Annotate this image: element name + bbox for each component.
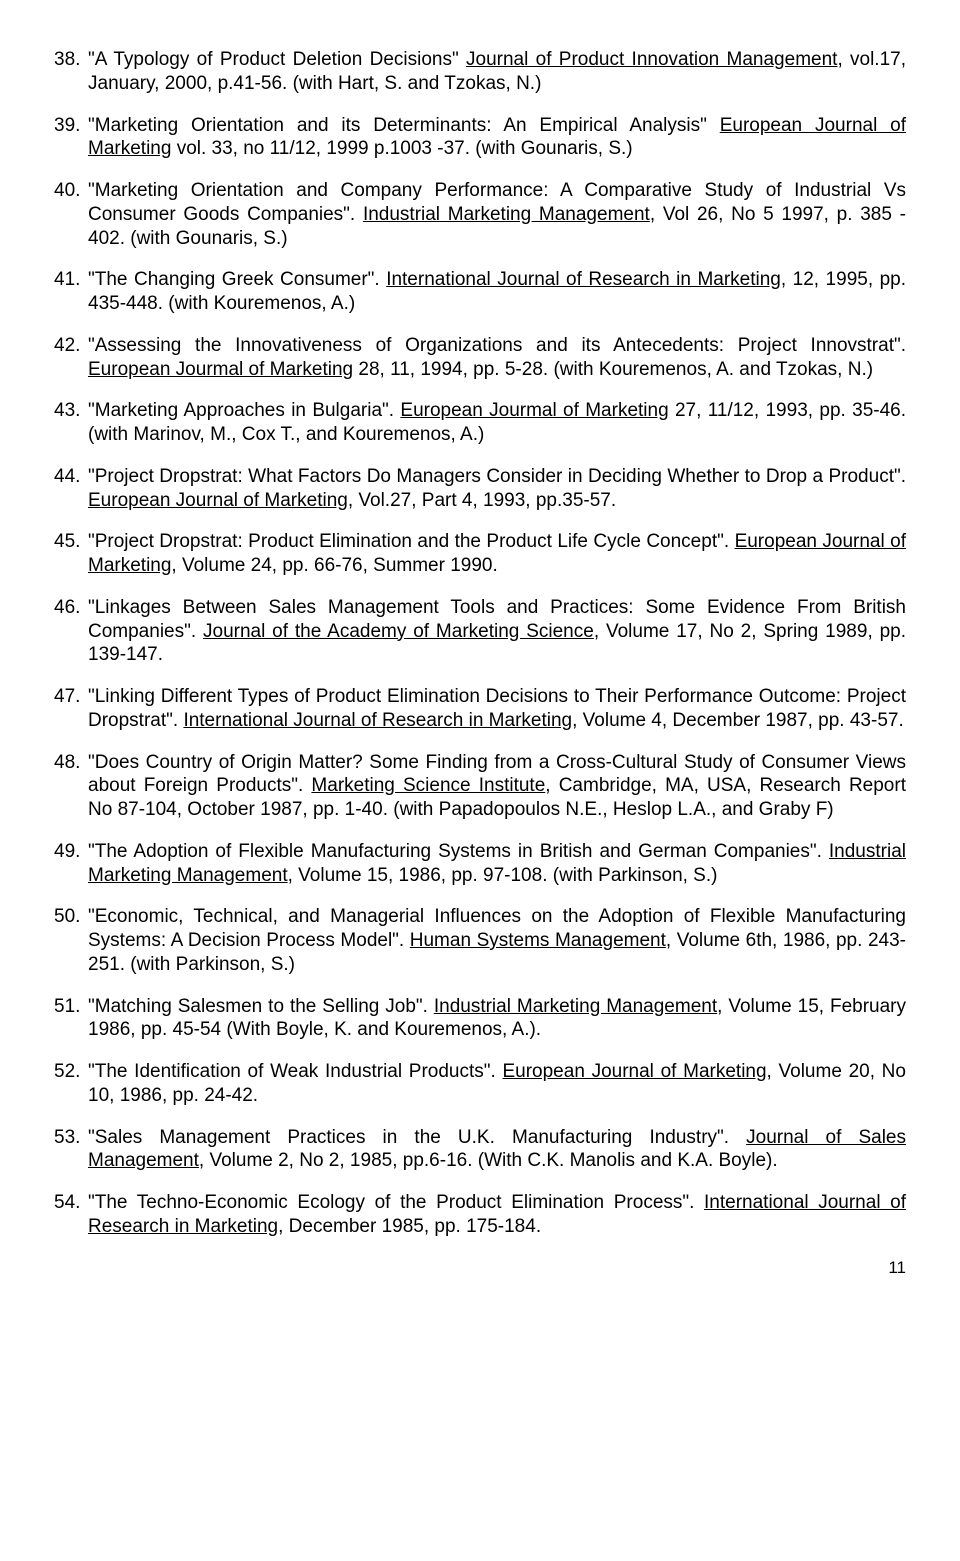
reference-item: "Sales Management Practices in the U.K. … [54, 1126, 906, 1174]
ref-journal: European Jourmal of Marketing [400, 400, 668, 421]
ref-post: , Volume 2, No 2, 1985, pp.6-16. (With C… [199, 1150, 778, 1171]
ref-post: , Volume 24, pp. 66-76, Summer 1990. [171, 555, 497, 576]
ref-post: 28, 11, 1994, pp. 5-28. (with Kouremenos… [353, 359, 873, 380]
reference-item: "Project Dropstrat: Product Elimination … [54, 530, 906, 578]
ref-journal: European Jourmal of Marketing [88, 359, 353, 380]
reference-item: "Economic, Technical, and Managerial Inf… [54, 905, 906, 976]
ref-journal: Journal of the Academy of Marketing Scie… [203, 621, 594, 642]
ref-pre: "Matching Salesmen to the Selling Job". [88, 996, 434, 1017]
ref-journal: Journal of Product Innovation Management [466, 49, 837, 70]
reference-item: "Linking Different Types of Product Elim… [54, 685, 906, 733]
ref-journal: International Journal of Research in Mar… [386, 269, 781, 290]
ref-pre: "Project Dropstrat: Product Elimination … [88, 531, 735, 552]
reference-item: "A Typology of Product Deletion Decision… [54, 48, 906, 96]
ref-journal: Human Systems Management [410, 930, 666, 951]
ref-journal: International Journal of Research in Mar… [183, 710, 572, 731]
reference-item: "Does Country of Origin Matter? Some Fin… [54, 751, 906, 822]
ref-post: , December 1985, pp. 175-184. [278, 1216, 541, 1237]
ref-post: , Vol.27, Part 4, 1993, pp.35-57. [348, 490, 616, 511]
ref-post: , Volume 15, 1986, pp. 97-108. (with Par… [288, 865, 718, 886]
reference-item: "The Techno-Economic Ecology of the Prod… [54, 1191, 906, 1239]
ref-pre: "The Changing Greek Consumer". [88, 269, 386, 290]
reference-item: "Linkages Between Sales Management Tools… [54, 596, 906, 667]
references-list: "A Typology of Product Deletion Decision… [54, 48, 906, 1239]
ref-pre: "The Identification of Weak Industrial P… [88, 1061, 502, 1082]
reference-item: "Marketing Approaches in Bulgaria". Euro… [54, 399, 906, 447]
ref-journal: European Journal of Marketing [502, 1061, 766, 1082]
ref-journal: Marketing Science Institute [311, 775, 545, 796]
reference-item: "The Identification of Weak Industrial P… [54, 1060, 906, 1108]
reference-item: "The Changing Greek Consumer". Internati… [54, 268, 906, 316]
ref-pre: "Marketing Orientation and its Determina… [88, 115, 720, 136]
ref-pre: "The Techno-Economic Ecology of the Prod… [88, 1192, 704, 1213]
ref-pre: "Marketing Approaches in Bulgaria". [88, 400, 400, 421]
ref-pre: "Sales Management Practices in the U.K. … [88, 1127, 746, 1148]
reference-item: "Assessing the Innovativeness of Organiz… [54, 334, 906, 382]
ref-pre: "The Adoption of Flexible Manufacturing … [88, 841, 829, 862]
ref-pre: "Project Dropstrat: What Factors Do Mana… [88, 466, 906, 487]
ref-pre: "A Typology of Product Deletion Decision… [88, 49, 466, 70]
reference-item: "Matching Salesmen to the Selling Job". … [54, 995, 906, 1043]
reference-item: "Marketing Orientation and its Determina… [54, 114, 906, 162]
page-number: 11 [54, 1257, 906, 1278]
reference-item: "Marketing Orientation and Company Perfo… [54, 179, 906, 250]
ref-post: , Volume 4, December 1987, pp. 43-57. [572, 710, 904, 731]
reference-item: "The Adoption of Flexible Manufacturing … [54, 840, 906, 888]
reference-item: "Project Dropstrat: What Factors Do Mana… [54, 465, 906, 513]
ref-pre: "Assessing the Innovativeness of Organiz… [88, 335, 906, 356]
ref-journal: European Journal of Marketing [88, 490, 348, 511]
ref-journal: Industrial Marketing Management [363, 204, 650, 225]
ref-post: vol. 33, no 11/12, 1999 p.1003 -37. (wit… [171, 138, 632, 159]
ref-journal: Industrial Marketing Management [434, 996, 717, 1017]
